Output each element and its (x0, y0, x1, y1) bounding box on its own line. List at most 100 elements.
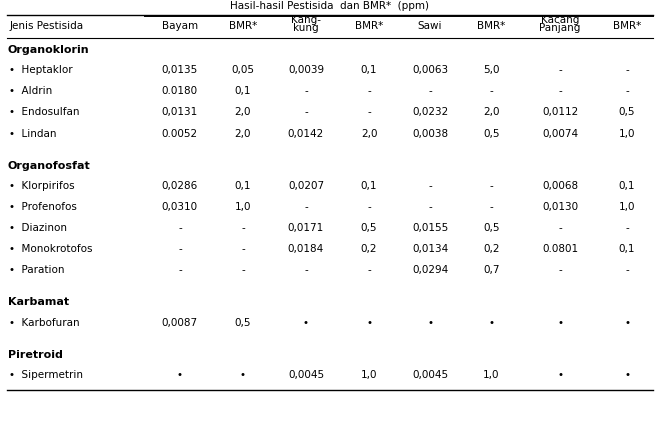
Text: -: - (178, 244, 182, 254)
Text: 0,0130: 0,0130 (542, 202, 578, 212)
Text: 1,0: 1,0 (361, 370, 377, 380)
Text: -: - (558, 265, 562, 275)
Text: -: - (367, 265, 371, 275)
Text: -: - (241, 265, 245, 275)
Text: -: - (178, 223, 182, 233)
Text: -: - (428, 202, 432, 212)
Text: BMR*: BMR* (355, 21, 383, 31)
Text: Kacang: Kacang (541, 15, 579, 25)
Text: Sawi: Sawi (418, 21, 442, 31)
Text: •  Klorpirifos: • Klorpirifos (9, 181, 74, 191)
Text: •  Aldrin: • Aldrin (9, 86, 52, 96)
Text: 0,0294: 0,0294 (412, 265, 448, 275)
Text: 0,0045: 0,0045 (288, 370, 324, 380)
Text: 2,0: 2,0 (483, 108, 499, 117)
Text: 5,0: 5,0 (483, 65, 499, 75)
Text: •: • (488, 318, 494, 328)
Text: 0,0038: 0,0038 (412, 129, 448, 138)
Text: -: - (241, 244, 245, 254)
Text: 0,05: 0,05 (232, 65, 255, 75)
Text: 0,0063: 0,0063 (412, 65, 448, 75)
Text: 0,0310: 0,0310 (162, 202, 198, 212)
Text: •  Endosulfan: • Endosulfan (9, 108, 79, 117)
Text: -: - (625, 223, 629, 233)
Text: •  Lindan: • Lindan (9, 129, 56, 138)
Text: Panjang: Panjang (539, 23, 581, 34)
Text: Kang-: Kang- (291, 15, 321, 25)
Text: 1,0: 1,0 (619, 129, 636, 138)
Text: -: - (489, 86, 493, 96)
Text: -: - (367, 86, 371, 96)
Text: Karbamat: Karbamat (8, 297, 69, 307)
Text: •  Monokrotofos: • Monokrotofos (9, 244, 92, 254)
Text: 0,7: 0,7 (483, 265, 499, 275)
Text: 0,5: 0,5 (619, 108, 636, 117)
Text: -: - (489, 181, 493, 191)
Text: 1,0: 1,0 (619, 202, 636, 212)
Text: -: - (178, 265, 182, 275)
Text: -: - (558, 65, 562, 75)
Text: Organofosfat: Organofosfat (8, 160, 91, 171)
Text: 0,1: 0,1 (361, 181, 377, 191)
Text: •: • (366, 318, 372, 328)
Text: 1,0: 1,0 (483, 370, 499, 380)
Text: •  Profenofos: • Profenofos (9, 202, 76, 212)
Text: 2,0: 2,0 (235, 108, 251, 117)
Text: kung: kung (293, 23, 319, 34)
Text: -: - (625, 86, 629, 96)
Text: Jenis Pestisida: Jenis Pestisida (10, 21, 84, 31)
Text: 0,0232: 0,0232 (412, 108, 448, 117)
Text: 0,5: 0,5 (361, 223, 377, 233)
Text: 0,0207: 0,0207 (288, 181, 324, 191)
Text: 0,0045: 0,0045 (412, 370, 448, 380)
Text: 0,0155: 0,0155 (412, 223, 448, 233)
Text: 0,0087: 0,0087 (162, 318, 198, 328)
Text: 0,0074: 0,0074 (542, 129, 578, 138)
Text: 0.0801: 0.0801 (542, 244, 578, 254)
Text: 0,0184: 0,0184 (288, 244, 324, 254)
Text: 0,1: 0,1 (361, 65, 377, 75)
Text: •: • (427, 318, 433, 328)
Text: •: • (557, 318, 563, 328)
Text: •: • (303, 318, 309, 328)
Text: 0,1: 0,1 (619, 181, 636, 191)
Text: 0,5: 0,5 (235, 318, 251, 328)
Text: 2,0: 2,0 (361, 129, 377, 138)
Text: •: • (624, 318, 630, 328)
Text: •: • (557, 370, 563, 380)
Text: 0,2: 0,2 (483, 244, 499, 254)
Text: -: - (304, 202, 308, 212)
Text: BMR*: BMR* (613, 21, 641, 31)
Text: 0,1: 0,1 (235, 181, 251, 191)
Text: -: - (304, 108, 308, 117)
Text: 1,0: 1,0 (235, 202, 251, 212)
Text: BMR*: BMR* (477, 21, 505, 31)
Text: 0,0134: 0,0134 (412, 244, 448, 254)
Text: 0,0039: 0,0039 (288, 65, 324, 75)
Text: -: - (428, 86, 432, 96)
Text: 0,0131: 0,0131 (162, 108, 198, 117)
Text: -: - (304, 265, 308, 275)
Text: •  Heptaklor: • Heptaklor (9, 65, 72, 75)
Text: 0,0171: 0,0171 (288, 223, 324, 233)
Text: -: - (428, 181, 432, 191)
Text: •: • (240, 370, 246, 380)
Text: •: • (177, 370, 183, 380)
Text: 0,0135: 0,0135 (162, 65, 198, 75)
Text: •  Diazinon: • Diazinon (9, 223, 66, 233)
Text: -: - (367, 202, 371, 212)
Text: 0.0052: 0.0052 (162, 129, 198, 138)
Text: 0,2: 0,2 (361, 244, 377, 254)
Text: 2,0: 2,0 (235, 129, 251, 138)
Text: -: - (625, 265, 629, 275)
Text: BMR*: BMR* (229, 21, 257, 31)
Text: Bayam: Bayam (162, 21, 198, 31)
Text: 0,5: 0,5 (483, 129, 499, 138)
Text: 0,1: 0,1 (235, 86, 251, 96)
Text: 0,5: 0,5 (483, 223, 499, 233)
Text: •: • (624, 370, 630, 380)
Text: 0,0142: 0,0142 (288, 129, 324, 138)
Text: -: - (625, 65, 629, 75)
Text: -: - (558, 223, 562, 233)
Text: -: - (304, 86, 308, 96)
